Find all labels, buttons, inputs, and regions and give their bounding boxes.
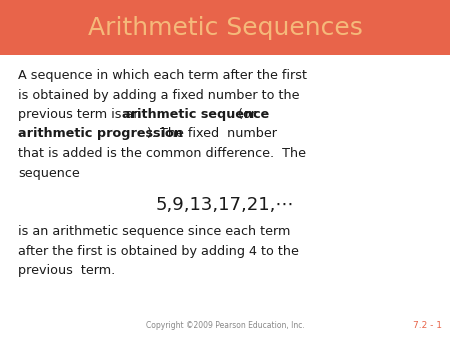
Text: after the first is obtained by adding 4 to the: after the first is obtained by adding 4 … xyxy=(18,244,299,258)
Text: previous term is an: previous term is an xyxy=(18,108,145,121)
Text: 5,9,13,17,21,⋯: 5,9,13,17,21,⋯ xyxy=(156,196,294,214)
Text: Copyright ©2009 Pearson Education, Inc.: Copyright ©2009 Pearson Education, Inc. xyxy=(146,321,304,330)
Text: (or: (or xyxy=(234,108,256,121)
Text: Arithmetic Sequences: Arithmetic Sequences xyxy=(88,16,362,40)
Text: A sequence in which each term after the first: A sequence in which each term after the … xyxy=(18,69,307,82)
Text: that is added is the common difference.  The: that is added is the common difference. … xyxy=(18,147,306,160)
Text: 7.2 - 1: 7.2 - 1 xyxy=(413,321,442,330)
Text: is obtained by adding a fixed number to the: is obtained by adding a fixed number to … xyxy=(18,89,300,101)
Text: sequence: sequence xyxy=(18,167,80,179)
Text: ). The fixed  number: ). The fixed number xyxy=(147,127,277,141)
Text: arithmetic sequence: arithmetic sequence xyxy=(122,108,270,121)
Text: is an arithmetic sequence since each term: is an arithmetic sequence since each ter… xyxy=(18,225,290,238)
Text: arithmetic progression: arithmetic progression xyxy=(18,127,183,141)
Text: previous  term.: previous term. xyxy=(18,264,115,277)
Bar xyxy=(0,0,450,55)
